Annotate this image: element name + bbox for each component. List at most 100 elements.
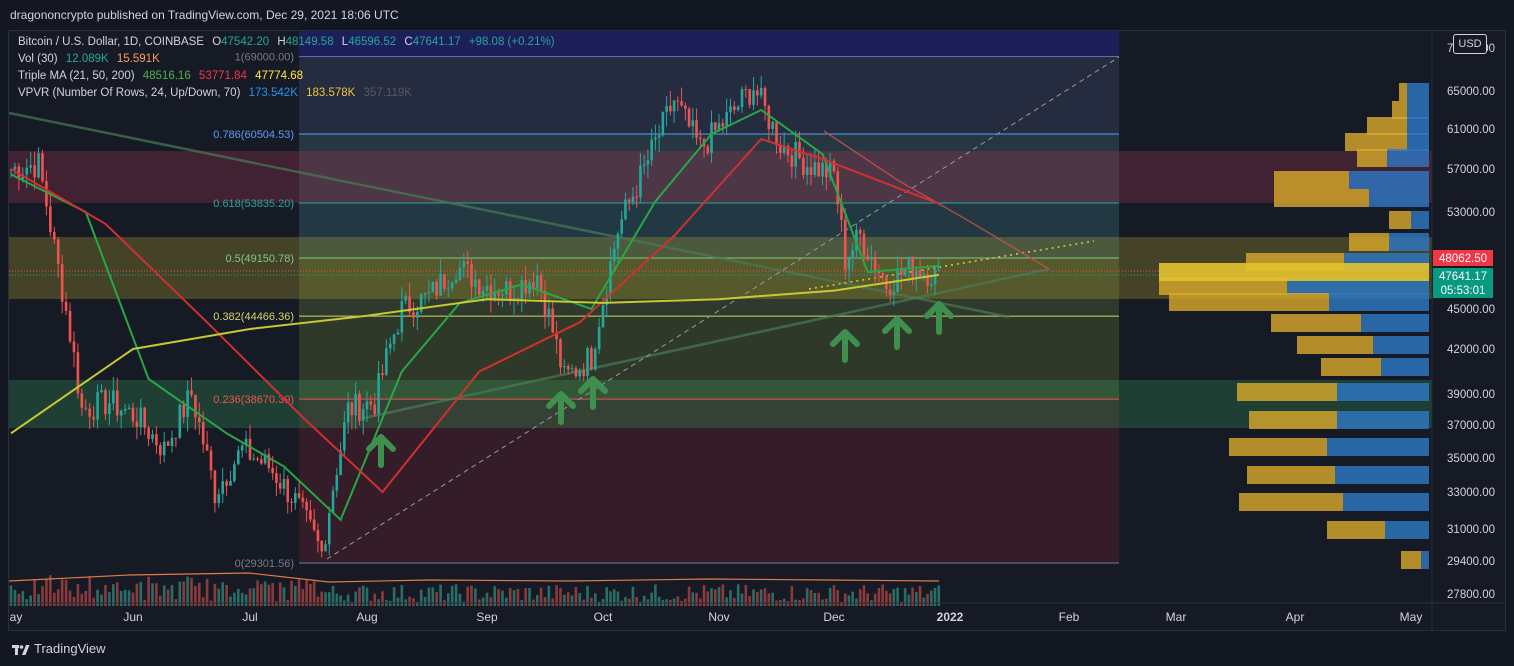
candle-body (771, 121, 774, 130)
currency-button[interactable]: USD (1453, 34, 1487, 54)
candle-body (477, 279, 481, 295)
vpvr-down-bar (1392, 101, 1407, 119)
volume-line: Vol (30) 12.089K 15.591K (18, 51, 560, 68)
volume-bar (198, 582, 201, 606)
candle-body (767, 105, 771, 130)
candle-body (926, 273, 929, 286)
candle-body (260, 459, 263, 464)
volume-bar (462, 601, 466, 606)
candle-body (817, 162, 820, 177)
candle-body (798, 142, 801, 158)
ma-line-ma21 (10, 108, 939, 522)
volume-bar (485, 592, 489, 606)
volume-bar (412, 598, 415, 606)
volume-bar (170, 584, 174, 606)
vpvr-down-bar (1327, 521, 1385, 539)
candle-body (198, 417, 201, 423)
candle-body (840, 204, 843, 220)
candle-body (155, 434, 158, 446)
candle-body (892, 291, 896, 296)
vpvr-down-bar (1274, 189, 1369, 207)
candle-body (290, 501, 293, 503)
low-label: L (341, 36, 349, 48)
volume-bar (190, 577, 193, 606)
moving-averages (10, 108, 940, 522)
candle-body (408, 296, 411, 313)
candle-body (532, 281, 535, 289)
candle-body (190, 390, 193, 395)
volume-profile (1159, 83, 1429, 569)
candle-body (237, 450, 240, 465)
candle-body (497, 291, 500, 296)
price-axis: 70000.0065000.0061000.0057000.0053000.00… (1431, 31, 1505, 630)
price-tick: 31000.00 (1447, 524, 1495, 536)
volume-bar (275, 601, 278, 606)
price-tick: 53000.00 (1447, 207, 1495, 219)
candle-body (147, 427, 150, 439)
volume-bar (419, 589, 423, 606)
candle-body (419, 294, 423, 312)
candle-body (205, 444, 209, 451)
volume-bar (736, 584, 740, 606)
candle-body (225, 481, 228, 486)
candle-body (520, 280, 524, 301)
volume-bar (446, 593, 450, 606)
volume-bar (597, 601, 601, 606)
volume-bar (896, 587, 899, 606)
price-tick: 57000.00 (1447, 164, 1495, 176)
fib-label: 0(29301.56) (235, 558, 294, 570)
volume-bar (41, 586, 44, 606)
volume-bar (135, 583, 139, 606)
candle-body (642, 164, 646, 166)
candle-body (127, 407, 131, 410)
volume-bar (929, 590, 933, 606)
volume-bar (76, 584, 80, 606)
volume-bar (570, 595, 574, 606)
candle-body (92, 416, 95, 420)
candle-body (721, 123, 725, 127)
candle-body (691, 120, 695, 127)
time-tick: Feb (1059, 610, 1080, 624)
candle-body (170, 437, 174, 446)
candle-body (166, 441, 170, 446)
volume-bar (339, 595, 342, 606)
candle-body (454, 280, 458, 283)
volume-bar (396, 597, 400, 606)
candle-body (713, 122, 717, 131)
candle-body (209, 450, 213, 471)
candles (9, 75, 941, 558)
candle-body (881, 273, 884, 278)
candle-body (123, 409, 127, 411)
volume-bar (84, 590, 88, 606)
volume-bar (108, 592, 111, 606)
candle-body (627, 199, 631, 202)
price-chart[interactable]: 1(69000.00) 0.786(60504.53) 0.618(53835.20… (9, 31, 1505, 630)
volume-bar (354, 591, 357, 606)
candle-body (458, 267, 462, 281)
footer-bar: TradingView (0, 632, 1514, 666)
vpvr-up-bar (1343, 493, 1429, 511)
candle-body (635, 196, 638, 198)
volume-bar (687, 586, 691, 606)
candle-body (929, 284, 933, 286)
vpvr-line: VPVR (Number Of Rows, 24, Up/Down, 70) 1… (18, 85, 560, 102)
volume-bar (586, 585, 589, 606)
candle-body (802, 157, 805, 175)
candle-body (248, 438, 252, 460)
candle-body (229, 480, 232, 486)
candle-body (178, 404, 182, 438)
candle-body (45, 181, 48, 207)
volume-bar (657, 596, 661, 606)
volume-bar (578, 592, 582, 606)
fib-retracement: 1(69000.00) 0.786(60504.53) 0.618(53835.20… (213, 52, 1119, 570)
candle-body (256, 458, 259, 460)
candle-body (756, 90, 759, 96)
candle-body (786, 146, 790, 156)
volume-ma-line (9, 572, 940, 583)
close-value: 47641.17 (412, 36, 461, 48)
chart-panel[interactable]: 1(69000.00) 0.786(60504.53) 0.618(53835.20… (8, 30, 1506, 631)
vpvr-up-bar (1381, 358, 1429, 376)
candle-body (669, 105, 672, 112)
candle-body (244, 438, 248, 446)
candle-body (29, 165, 32, 168)
